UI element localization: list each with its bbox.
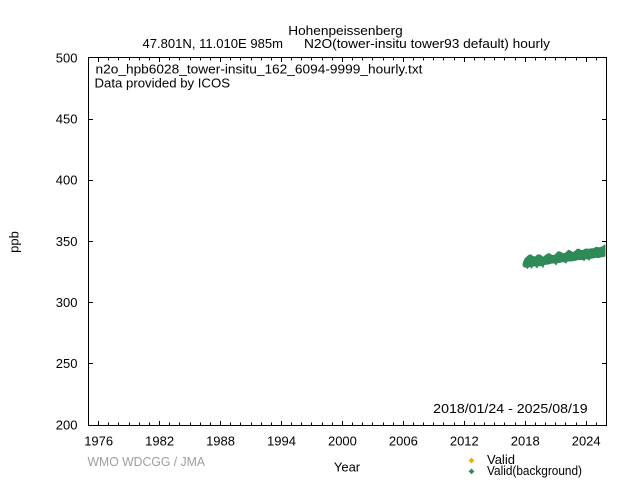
svg-text:1988: 1988 — [206, 434, 235, 449]
svg-text:ppb: ppb — [7, 231, 22, 253]
svg-text:1982: 1982 — [145, 434, 174, 449]
svg-text:2018/01/24 - 2025/08/19: 2018/01/24 - 2025/08/19 — [433, 401, 588, 416]
svg-text:300: 300 — [56, 295, 78, 310]
svg-text:Valid(background): Valid(background) — [487, 463, 582, 478]
svg-text:Hohenpeissenberg: Hohenpeissenberg — [288, 23, 403, 38]
svg-text:500: 500 — [56, 50, 78, 65]
svg-text:2006: 2006 — [389, 434, 418, 449]
svg-text:Valid: Valid — [487, 452, 515, 467]
svg-text:400: 400 — [56, 173, 78, 188]
svg-text:n2o_hpb6028_tower-insitu_162_6: n2o_hpb6028_tower-insitu_162_6094-9999_h… — [96, 62, 423, 77]
svg-text:200: 200 — [56, 417, 78, 432]
svg-text:N2O(tower-insitu tower93 defau: N2O(tower-insitu tower93 default) hourly — [304, 36, 551, 51]
svg-text:1976: 1976 — [84, 434, 113, 449]
svg-text:WMO WDCGG / JMA: WMO WDCGG / JMA — [88, 454, 206, 469]
svg-text:Data provided by ICOS: Data provided by ICOS — [95, 76, 231, 91]
svg-text:2024: 2024 — [572, 434, 601, 449]
svg-text:450: 450 — [56, 111, 78, 126]
svg-text:1994: 1994 — [267, 434, 296, 449]
svg-text:Year: Year — [334, 459, 361, 474]
svg-text:2000: 2000 — [328, 434, 357, 449]
svg-text:350: 350 — [56, 234, 78, 249]
svg-text:2018: 2018 — [511, 434, 540, 449]
svg-text:2012: 2012 — [450, 434, 479, 449]
svg-text:250: 250 — [56, 356, 78, 371]
svg-text:47.801N, 11.010E 985m: 47.801N, 11.010E 985m — [143, 36, 284, 51]
